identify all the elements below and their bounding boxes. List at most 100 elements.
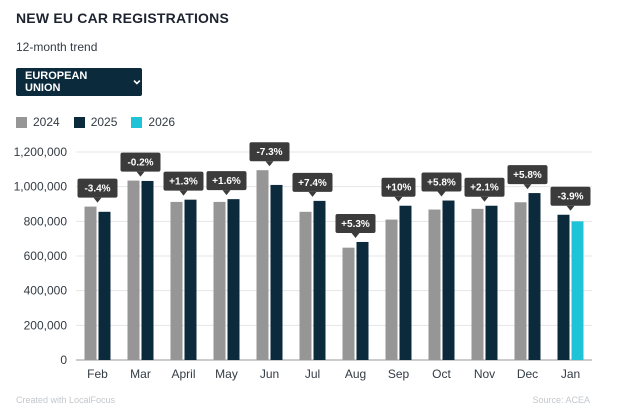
change-label-text: +1.3% <box>169 177 198 188</box>
change-label-box <box>292 172 333 192</box>
change-label: -7.3% <box>249 142 290 167</box>
change-label-box <box>120 152 161 172</box>
x-tick-label: Oct <box>432 367 451 381</box>
change-label-box <box>77 178 118 198</box>
change-label-text: +1.6% <box>212 176 241 187</box>
change-label-box <box>163 171 204 191</box>
change-label-box <box>507 165 548 185</box>
credit-text: Created with LocalFocus <box>16 395 116 405</box>
change-label-pointer <box>308 191 317 197</box>
x-tick-label: Sep <box>388 367 410 381</box>
legend-swatch-2025 <box>73 116 85 128</box>
legend-label-2024: 2024 <box>33 115 60 129</box>
change-label-text: +5.3% <box>341 219 370 230</box>
bar-2025-april <box>184 199 197 360</box>
legend-label-2026: 2026 <box>148 115 176 129</box>
bar-2025-jan <box>557 214 570 360</box>
legend-label-2025: 2025 <box>90 115 118 129</box>
change-label-text: +2.1% <box>470 183 499 194</box>
bar-2024-nov <box>471 208 484 360</box>
chart-legend: 2024 2025 2026 <box>16 114 189 130</box>
y-tick-label: 200,000 <box>24 318 68 332</box>
change-label: +5.3% <box>335 213 376 238</box>
x-tick-label: Feb <box>87 367 108 381</box>
x-tick-label: April <box>171 367 195 381</box>
change-label: -0.2% <box>120 152 161 177</box>
bar-2025-jul <box>313 200 326 360</box>
change-label-text: +7.4% <box>298 178 327 189</box>
change-label-pointer <box>394 196 403 202</box>
change-label: +5.8% <box>421 172 462 197</box>
bar-2025-nov <box>485 205 498 360</box>
bar-2024-april <box>170 201 183 360</box>
bar-2024-oct <box>428 209 441 360</box>
legend-item-2026[interactable]: 2026 <box>131 115 175 129</box>
y-tick-label: 1,200,000 <box>14 145 68 159</box>
y-tick-label: 0 <box>60 353 67 367</box>
chevron-down-icon <box>133 79 141 85</box>
change-label-text: +5.8% <box>427 178 456 189</box>
change-label: +2.1% <box>464 177 505 202</box>
x-tick-label: Jul <box>305 367 320 381</box>
region-dropdown-label: EUROPEAN UNION <box>25 70 88 94</box>
change-label-pointer <box>222 190 231 196</box>
x-tick-label: May <box>215 367 238 381</box>
change-label-pointer <box>265 161 274 167</box>
bar-2024-may <box>213 201 226 360</box>
change-label-box <box>249 142 290 162</box>
change-label: +5.8% <box>507 165 548 190</box>
x-tick-label: Jan <box>561 367 580 381</box>
change-label: -3.4% <box>77 178 118 203</box>
change-label-pointer <box>179 190 188 196</box>
change-label-pointer <box>523 184 532 190</box>
y-tick-label: 1,000,000 <box>14 180 68 194</box>
change-label: -3.9% <box>550 186 591 211</box>
change-label-pointer <box>480 196 489 202</box>
bar-2025-sep <box>399 205 412 360</box>
legend-swatch-2024 <box>16 116 27 128</box>
change-label: +10% <box>381 177 416 202</box>
bar-2024-jun <box>256 170 269 360</box>
legend-swatch-2026 <box>131 116 143 128</box>
change-label-text: -7.3% <box>256 147 282 158</box>
y-tick-label: 400,000 <box>24 284 68 298</box>
region-dropdown[interactable]: EUROPEAN UNION <box>16 68 142 96</box>
x-tick-label: Dec <box>517 367 538 381</box>
x-tick-label: Aug <box>345 367 366 381</box>
bar-2024-jul <box>299 211 312 360</box>
bar-2024-mar <box>127 180 140 360</box>
change-label-box <box>381 177 416 197</box>
y-tick-label: 600,000 <box>24 249 68 263</box>
change-label-text: -3.4% <box>84 184 110 195</box>
change-label: +1.6% <box>206 171 247 196</box>
source-text: Source: ACEA <box>532 395 590 405</box>
change-label-pointer <box>566 205 575 211</box>
change-label-pointer <box>351 232 360 238</box>
x-tick-label: Nov <box>474 367 495 381</box>
legend-item-2025[interactable]: 2025 <box>73 115 118 129</box>
change-label-pointer <box>93 197 102 203</box>
change-label-text: -3.9% <box>557 192 583 203</box>
bar-2024-sep <box>385 219 398 360</box>
bar-2025-mar <box>141 180 154 360</box>
change-label-box <box>206 171 247 191</box>
chart-subtitle: 12-month trend <box>16 40 98 54</box>
change-label-box <box>550 186 591 206</box>
bar-2024-dec <box>514 202 527 360</box>
legend-item-2024[interactable]: 2024 <box>16 115 60 129</box>
bar-2026-jan <box>571 221 584 360</box>
change-label-box <box>421 172 462 192</box>
bar-2025-feb <box>98 211 111 360</box>
bar-2025-oct <box>442 200 455 360</box>
bar-2024-aug <box>342 247 355 360</box>
bar-2025-jun <box>270 184 283 360</box>
bar-2025-aug <box>356 241 369 360</box>
bar-2024-feb <box>84 206 97 360</box>
change-label-text: -0.2% <box>127 158 153 169</box>
change-label-pointer <box>437 191 446 197</box>
change-label-text: +5.8% <box>513 170 542 181</box>
change-label-box <box>464 177 505 197</box>
bar-2025-dec <box>528 193 541 360</box>
y-tick-label: 800,000 <box>24 214 68 228</box>
